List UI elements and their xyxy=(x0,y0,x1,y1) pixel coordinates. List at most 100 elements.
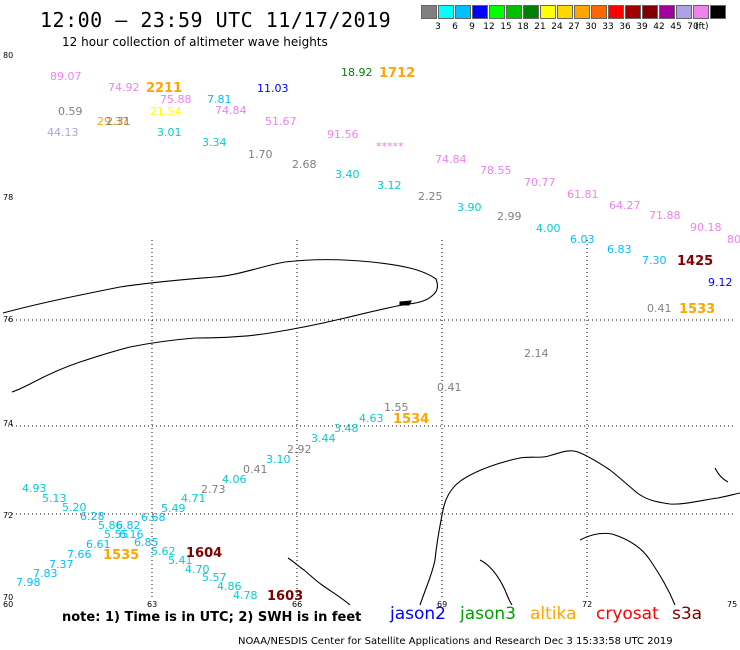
wave-height-value: 9.12 xyxy=(708,276,733,289)
colorbar-swatch xyxy=(523,5,539,19)
wave-height-value: 3.10 xyxy=(266,453,291,466)
colorbar-tick: 27 xyxy=(568,22,580,32)
wave-height-value: 5.49 xyxy=(161,502,186,515)
wave-height-value: 3.34 xyxy=(202,136,227,149)
longitude-label: 66 xyxy=(292,600,303,609)
wave-height-value: 7.81 xyxy=(207,93,232,106)
latitude-label: 76 xyxy=(3,315,13,324)
legend-jason3: jason3 xyxy=(460,604,516,624)
wave-height-value: 29.37 xyxy=(97,115,129,128)
wave-height-value: 6.28 xyxy=(80,510,105,523)
wave-height-value: 5.55 xyxy=(104,528,129,541)
map-title: 12:00 – 23:59 UTC 11/17/2019 xyxy=(40,8,392,32)
pass-time-stamps: 2211 1712 1425 1533 1534 1604 1535 1603 xyxy=(103,66,715,604)
colorbar-swatch xyxy=(591,5,607,19)
footnote: note: 1) Time is in UTC; 2) SWH is in fe… xyxy=(62,610,362,625)
wave-height-value: 2.99 xyxy=(497,210,522,223)
wave-height-value: 6.85 xyxy=(134,536,159,549)
wave-height-value: 3.12 xyxy=(377,179,402,192)
map-subtitle: 12 hour collection of altimeter wave hei… xyxy=(62,35,328,49)
colorbar-tick: 30 xyxy=(585,22,597,32)
wave-height-value: 2.14 xyxy=(524,347,549,360)
longitude-label: 75 xyxy=(727,600,738,609)
latitude-label: 80 xyxy=(3,51,13,60)
wave-height-value: 44.13 xyxy=(47,126,79,139)
colorbar-swatch xyxy=(608,5,624,19)
wave-height-value: 4.00 xyxy=(536,222,561,235)
altimeter-map: 80 78 76 74 72 70 89.07 74.92 75.88 7.81 11.03 18.… xyxy=(2,51,740,605)
wave-height-value: 0.41 xyxy=(243,463,268,476)
wave-height-value: 74.84 xyxy=(435,153,467,166)
pass-time-stamp: 2211 xyxy=(146,81,182,96)
colorbar-tick: 18 xyxy=(517,22,529,32)
lat-lon-grid xyxy=(8,240,735,600)
wave-height-value: 75.88 xyxy=(160,93,192,106)
pass-time-stamp: 1535 xyxy=(103,548,139,563)
wave-height-value: 11.03 xyxy=(257,82,289,95)
wave-height-value: 6.83 xyxy=(607,243,632,256)
colorbar-swatch xyxy=(574,5,590,19)
colorbar-swatch xyxy=(710,5,726,19)
wave-height-value: 6.82 xyxy=(116,519,141,532)
colorbar-tick: 12 xyxy=(483,22,495,32)
colorbar-swatch xyxy=(438,5,454,19)
wave-height-value: 74.92 xyxy=(108,81,140,94)
colorbar-swatch xyxy=(642,5,658,19)
latitude-label: 78 xyxy=(3,193,13,202)
wave-height-value: 1.55 xyxy=(384,401,409,414)
wave-height-value: 61.81 xyxy=(567,188,599,201)
wave-height-value: 5.57 xyxy=(202,571,227,584)
mainland-coastline xyxy=(287,450,740,605)
coast-detail xyxy=(714,467,729,483)
wave-height-value: 4.63 xyxy=(359,412,384,425)
pass-time-stamp: 1534 xyxy=(393,412,429,427)
pass-time-stamp: 1604 xyxy=(186,546,222,561)
wave-height-value: 6.16 xyxy=(119,528,144,541)
colorbar-swatch xyxy=(455,5,471,19)
colorbar-swatch xyxy=(693,5,709,19)
longitude-label: 69 xyxy=(437,600,448,609)
colorbar-tick: 21 xyxy=(534,22,546,32)
colorbar-swatch xyxy=(540,5,556,19)
wave-height-value: 74.84 xyxy=(215,104,247,117)
wave-height-value: 2.92 xyxy=(287,443,312,456)
wave-height-value: 5.62 xyxy=(151,545,176,558)
wave-height-value: 5.13 xyxy=(42,492,67,505)
wave-height-value: 7.83 xyxy=(33,567,58,580)
colorbar-tick: 42 xyxy=(653,22,665,32)
wave-height-value: 78.55 xyxy=(480,164,512,177)
wave-height-value: 2.68 xyxy=(292,158,317,171)
latitude-labels: 80 78 76 74 72 70 xyxy=(3,51,13,602)
colorbar-swatch xyxy=(625,5,641,19)
wave-height-value: 7.98 xyxy=(16,576,41,589)
longitude-label: 63 xyxy=(147,600,158,609)
colorbar-swatch xyxy=(676,5,692,19)
wave-height-value: 3.90 xyxy=(457,201,482,214)
colorbar-tick: 33 xyxy=(602,22,614,32)
wave-height-value: 91.56 xyxy=(327,128,359,141)
wave-height-value: 70.77 xyxy=(524,176,556,189)
colorbar-tick: 24 xyxy=(551,22,563,32)
colorbar-tick: 9 xyxy=(469,22,475,32)
wave-height-value: 51.67 xyxy=(265,115,297,128)
wave-height-value: 3.01 xyxy=(157,126,182,139)
legend-jason2: jason2 xyxy=(390,604,446,624)
latitude-label: 74 xyxy=(3,419,13,428)
wave-height-value: 80 xyxy=(727,233,740,246)
wave-height-value: 5.41 xyxy=(168,554,193,567)
legend-s3a: s3a xyxy=(672,604,703,624)
colorbar-tick: 6 xyxy=(452,22,458,32)
pass-time-stamp: 1603 xyxy=(267,589,303,604)
credit-line: NOAA/NESDIS Center for Satellite Applica… xyxy=(238,636,673,647)
wave-height-value: 3.44 xyxy=(311,432,336,445)
wave-height-value: 4.93 xyxy=(22,482,47,495)
colorbar-tick: 39 xyxy=(636,22,648,32)
wave-height-value: 90.18 xyxy=(690,221,722,234)
wave-height-value: ***** xyxy=(376,140,404,153)
wave-height-value: 7.66 xyxy=(67,548,92,561)
colorbar-swatch xyxy=(506,5,522,19)
colorbar-swatch xyxy=(659,5,675,19)
wave-height-value: 5.20 xyxy=(62,501,87,514)
wave-height-value: 2.73 xyxy=(201,483,226,496)
